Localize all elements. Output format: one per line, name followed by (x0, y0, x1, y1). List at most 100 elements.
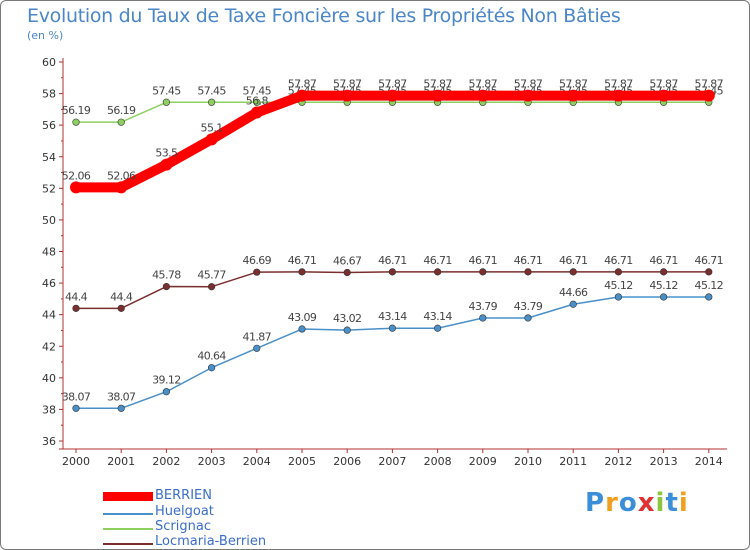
data-point-huelgoat (388, 324, 397, 332)
data-label-huelgoat: 43.14 (423, 310, 452, 323)
data-label-huelgoat: 45.12 (604, 279, 633, 292)
data-point-berrien (250, 106, 263, 119)
data-point-locmaria-berrien (479, 268, 487, 276)
data-point-locmaria-berrien (569, 268, 577, 276)
data-point-berrien (702, 89, 715, 102)
logo-letter: i (678, 488, 689, 518)
data-point-locmaria-berrien (343, 268, 351, 277)
y-tick-label: 52 (42, 182, 56, 195)
data-point-berrien (160, 158, 173, 171)
logo-letter: P (585, 488, 606, 518)
data-label-huelgoat: 43.14 (378, 310, 407, 323)
data-label-scrignac: 56.19 (107, 104, 136, 117)
data-label-huelgoat: 45.12 (649, 279, 678, 292)
data-label-locmaria-berrien: 45.77 (197, 269, 226, 282)
x-tick-label: 2010 (514, 455, 542, 468)
data-point-huelgoat (117, 404, 125, 412)
legend-label-huelgoat: Huelgoat (155, 504, 214, 519)
data-label-huelgoat: 43.79 (469, 300, 498, 313)
data-label-locmaria-berrien: 46.71 (469, 254, 498, 267)
data-label-huelgoat: 39.12 (152, 374, 181, 387)
data-point-locmaria-berrien (208, 283, 216, 291)
x-tick-label: 2001 (107, 455, 135, 468)
data-point-locmaria-berrien (524, 268, 532, 276)
data-label-scrignac: 56.19 (62, 104, 91, 117)
data-point-berrien (522, 89, 534, 102)
x-tick-label: 2007 (378, 455, 406, 468)
y-tick-label: 48 (42, 246, 56, 259)
data-point-huelgoat (434, 324, 442, 332)
legend-label-locmaria-berrien: Locmaria-Berrien (155, 534, 267, 549)
data-label-huelgoat: 41.87 (243, 330, 272, 343)
data-label-berrien: 57.87 (423, 78, 452, 91)
data-label-locmaria-berrien: 46.67 (333, 255, 362, 268)
data-label-huelgoat: 44.66 (559, 286, 588, 299)
data-point-berrien (296, 89, 308, 102)
y-tick-label: 54 (42, 151, 56, 164)
data-point-huelgoat (659, 293, 668, 301)
y-tick-label: 44 (42, 309, 56, 322)
data-label-locmaria-berrien: 46.71 (559, 254, 588, 267)
data-label-berrien: 57.87 (604, 78, 633, 91)
series-line-berrien (71, 90, 714, 193)
y-tick-label: 50 (42, 214, 56, 227)
legend-swatch-berrien (103, 492, 153, 501)
x-tick-label: 2014 (695, 455, 723, 468)
x-tick-label: 2002 (152, 455, 180, 468)
data-label-locmaria-berrien: 46.71 (514, 254, 543, 267)
data-point-locmaria-berrien (659, 268, 668, 276)
data-label-locmaria-berrien: 46.71 (378, 254, 407, 267)
data-label-huelgoat: 43.09 (288, 311, 317, 324)
data-label-locmaria-berrien: 46.71 (649, 254, 678, 267)
x-tick-label: 2013 (650, 455, 678, 468)
data-point-huelgoat (162, 388, 170, 396)
data-point-berrien (476, 89, 489, 102)
logo-letter: r (605, 488, 619, 518)
x-tick-label: 2011 (559, 455, 587, 468)
data-label-huelgoat: 38.07 (62, 390, 91, 403)
y-tick-label: 40 (42, 372, 56, 385)
logo-letter: o (618, 488, 638, 518)
data-point-scrignac (162, 98, 170, 106)
data-label-berrien: 53.5 (155, 147, 178, 160)
logo-letter: t (665, 488, 679, 518)
data-point-locmaria-berrien (614, 268, 623, 276)
data-label-scrignac: 57.45 (152, 84, 181, 97)
data-point-huelgoat (208, 364, 216, 372)
x-tick-label: 2009 (469, 455, 497, 468)
legend-swatch-scrignac (103, 528, 153, 530)
x-tick-label: 2004 (243, 455, 271, 468)
data-point-berrien (431, 89, 444, 102)
data-label-berrien: 56.8 (246, 95, 269, 108)
data-label-berrien: 55.1 (201, 121, 223, 134)
data-label-scrignac: 57.45 (243, 84, 272, 97)
logo-letter: i (655, 488, 666, 518)
data-label-huelgoat: 45.12 (695, 279, 724, 292)
y-tick-label: 46 (42, 277, 56, 290)
x-tick-label: 2005 (288, 455, 316, 468)
unit-label: (en %) (27, 29, 64, 42)
data-point-huelgoat (569, 300, 577, 308)
data-label-huelgoat: 43.02 (333, 312, 362, 325)
data-label-berrien: 57.87 (514, 78, 543, 91)
data-point-berrien (386, 89, 399, 102)
data-label-locmaria-berrien: 46.69 (243, 254, 272, 267)
data-point-locmaria-berrien (705, 268, 713, 276)
data-point-berrien (115, 181, 128, 194)
data-point-locmaria-berrien (117, 304, 125, 312)
data-point-berrien (657, 89, 670, 102)
data-point-locmaria-berrien (434, 268, 442, 276)
data-label-locmaria-berrien: 45.78 (152, 269, 181, 282)
data-label-berrien: 57.87 (378, 78, 407, 91)
data-label-locmaria-berrien: 46.71 (695, 254, 724, 267)
x-tick-label: 2012 (604, 455, 632, 468)
data-label-locmaria-berrien: 44.4 (110, 290, 133, 303)
proxiti-logo: Proxiti (585, 488, 689, 518)
logo-letter: x (637, 488, 656, 518)
data-label-huelgoat: 40.64 (197, 350, 226, 363)
x-tick-label: 2000 (62, 455, 90, 468)
data-label-locmaria-berrien: 46.71 (423, 254, 452, 267)
y-tick-label: 36 (42, 435, 56, 448)
x-tick-label: 2006 (333, 455, 361, 468)
data-point-locmaria-berrien (162, 282, 170, 291)
